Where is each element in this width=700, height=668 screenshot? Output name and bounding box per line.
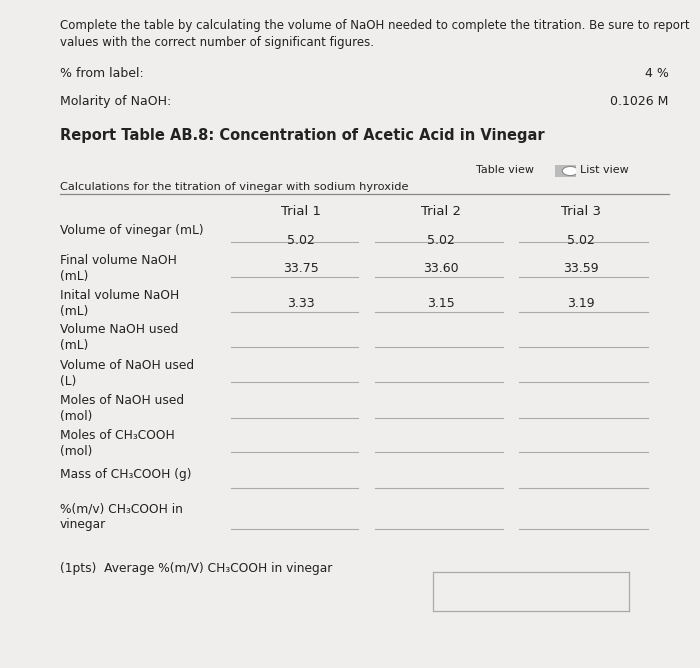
Text: Molarity of NaOH:: Molarity of NaOH: — [60, 95, 171, 108]
Text: Inital volume NaOH
(mL): Inital volume NaOH (mL) — [60, 289, 178, 317]
Text: Calculations for the titration of vinegar with sodium hyroxide: Calculations for the titration of vinega… — [60, 182, 408, 192]
Text: Trial 1: Trial 1 — [281, 205, 321, 218]
Text: Volume of NaOH used
(L): Volume of NaOH used (L) — [60, 359, 194, 387]
Text: %(m/v) CH₃COOH in
vinegar: %(m/v) CH₃COOH in vinegar — [60, 502, 183, 531]
Text: Final volume NaOH
(mL): Final volume NaOH (mL) — [60, 254, 176, 283]
Text: Trial 2: Trial 2 — [421, 205, 461, 218]
Text: 3.19: 3.19 — [567, 297, 595, 309]
Text: Trial 3: Trial 3 — [561, 205, 601, 218]
Text: 4 %: 4 % — [645, 67, 668, 79]
Text: 5.02: 5.02 — [287, 234, 315, 246]
Text: 5.02: 5.02 — [427, 234, 455, 246]
Text: List view: List view — [580, 165, 629, 175]
Text: 33.60: 33.60 — [424, 262, 458, 275]
FancyBboxPatch shape — [553, 164, 578, 178]
Text: Volume NaOH used
(mL): Volume NaOH used (mL) — [60, 323, 178, 352]
Text: 33.59: 33.59 — [564, 262, 598, 275]
Text: 33.75: 33.75 — [283, 262, 319, 275]
Text: 3.15: 3.15 — [427, 297, 455, 309]
Text: % from label:: % from label: — [60, 67, 144, 79]
Text: 5.02: 5.02 — [567, 234, 595, 246]
Text: 0.1026 M: 0.1026 M — [610, 95, 668, 108]
Text: Complete the table by calculating the volume of NaOH needed to complete the titr: Complete the table by calculating the vo… — [60, 19, 689, 49]
Text: Mass of CH₃COOH (g): Mass of CH₃COOH (g) — [60, 468, 191, 480]
Text: Moles of CH₃COOH
(mol): Moles of CH₃COOH (mol) — [60, 429, 174, 458]
Text: Report Table AB.8: Concentration of Acetic Acid in Vinegar: Report Table AB.8: Concentration of Acet… — [60, 128, 544, 143]
Circle shape — [562, 166, 578, 176]
Text: Volume of vinegar (mL): Volume of vinegar (mL) — [60, 224, 203, 236]
Text: (1pts)  Average %(m/V) CH₃COOH in vinegar: (1pts) Average %(m/V) CH₃COOH in vinegar — [60, 562, 332, 575]
Text: 3.33: 3.33 — [287, 297, 315, 309]
Text: Table view: Table view — [476, 165, 534, 175]
Text: Moles of NaOH used
(mol): Moles of NaOH used (mol) — [60, 394, 183, 423]
